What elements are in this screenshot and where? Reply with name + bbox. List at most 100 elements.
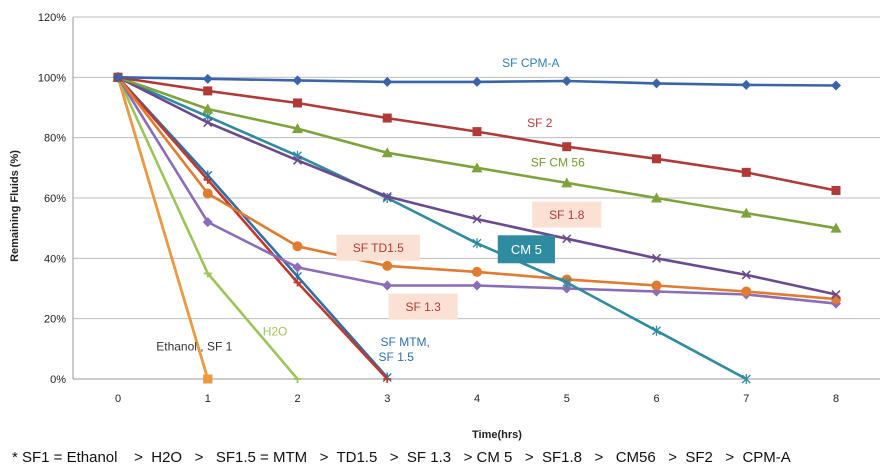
marker-x	[562, 234, 572, 244]
y-tick-label: 60%	[44, 193, 66, 205]
series-sf-cpm-a	[113, 72, 841, 91]
series-line	[117, 76, 837, 230]
marker-x	[203, 118, 213, 128]
footnote: * SF1 = Ethanol > H2O > SF1.5 = MTM > TD…	[12, 449, 791, 466]
x-tick-label: 8	[833, 393, 839, 405]
marker-x	[651, 253, 662, 263]
series-cm-5	[113, 72, 751, 384]
x-tick-label: 2	[294, 393, 300, 405]
marker-diamond	[741, 79, 752, 90]
marker-dash	[203, 272, 212, 278]
y-tick-label: 0%	[50, 374, 66, 386]
marker-circle	[741, 286, 752, 297]
series-sf-td1-5	[113, 72, 841, 305]
marker-diamond	[292, 75, 303, 86]
marker-dash	[293, 281, 302, 287]
marker-circle	[472, 266, 482, 277]
marker-diamond	[561, 283, 572, 294]
marker-dash	[293, 378, 302, 383]
series-line	[117, 76, 389, 379]
annotations: SF CPM-A SF 2 SF CM 56 SF 1.8 SF TD1.5 CM 5 SF…	[156, 56, 602, 364]
marker-square	[203, 86, 213, 96]
marker-star	[472, 238, 482, 249]
marker-diamond	[113, 72, 123, 83]
annotation-label: SF 1.8	[549, 208, 585, 222]
series-line	[117, 76, 747, 381]
y-tick-label: 100%	[38, 72, 66, 84]
annotation-box	[532, 201, 602, 228]
annotation-label: SF TD1.5	[353, 241, 404, 255]
annotation-box	[388, 293, 458, 320]
annotation-box	[497, 235, 555, 264]
marker-x	[292, 155, 303, 165]
annotation-label: SF 1.5	[379, 350, 415, 364]
x-axis-title: Time(hrs)	[472, 429, 522, 441]
annotation: CM 5	[497, 235, 555, 264]
series-line	[117, 76, 389, 380]
marker-diamond	[472, 280, 482, 291]
marker-star	[652, 325, 661, 336]
annotation-label: H2O	[263, 324, 288, 338]
marker-square	[741, 167, 751, 177]
series-lines	[112, 71, 842, 384]
x-tick-label: 7	[743, 393, 749, 405]
marker-triangle	[381, 147, 393, 158]
axes: 0% 20% 40% 60% 80% 100% 120% 0 1 2 3 4 5 6 7 8	[38, 12, 839, 405]
marker-circle	[651, 280, 662, 291]
marker-dash	[383, 378, 392, 383]
annotation: SF 1.5	[379, 350, 415, 364]
marker-triangle	[830, 222, 842, 233]
annotation-label: SF MTM,	[381, 335, 430, 349]
y-axis-title: Remaining Fluids (%)	[9, 150, 21, 262]
annotation: SF 2	[527, 116, 553, 130]
marker-square	[472, 127, 482, 137]
series-line	[117, 76, 837, 296]
marker-triangle	[471, 162, 483, 173]
annotation-box	[336, 234, 421, 261]
annotation: SF MTM,	[381, 335, 430, 349]
annotation-label: SF 1.3	[405, 300, 441, 314]
x-tick-label: 0	[115, 393, 121, 405]
marker-triangle	[292, 123, 303, 134]
x-tick-label: 3	[384, 393, 390, 405]
annotation: SF CM 56	[531, 155, 585, 169]
series-line	[116, 76, 210, 380]
annotation: SF 1.8	[532, 201, 602, 228]
annotation-label: CM 5	[511, 242, 542, 257]
marker-triangle	[561, 177, 573, 188]
marker-x	[741, 270, 751, 280]
annotation-label: SF CPM-A	[502, 56, 559, 70]
series-sf-1-8	[113, 72, 841, 300]
marker-x	[472, 214, 482, 224]
marker-star	[562, 277, 572, 288]
x-tick-label: 1	[205, 393, 211, 405]
annotation: SF 1.3	[388, 293, 458, 320]
y-tick-label: 40%	[44, 253, 66, 265]
marker-diamond	[651, 78, 662, 89]
annotation-label: SF 2	[527, 116, 553, 130]
marker-triangle	[202, 103, 214, 114]
marker-square	[203, 374, 213, 384]
y-tick-label: 20%	[44, 314, 66, 326]
series-line	[116, 76, 837, 301]
series-sf-2	[113, 72, 841, 195]
marker-circle	[202, 188, 213, 199]
annotation: SF CPM-A	[502, 56, 559, 70]
x-tick-label: 6	[653, 393, 659, 405]
annotation: H2O	[263, 324, 288, 338]
marker-dash	[203, 179, 212, 184]
marker-square	[831, 185, 841, 195]
marker-diamond	[202, 73, 213, 84]
marker-square	[562, 142, 572, 152]
annotation-label: SF CM 56	[531, 155, 585, 169]
marker-x	[382, 191, 392, 202]
marker-triangle	[740, 207, 752, 218]
annotation: SF TD1.5	[336, 234, 421, 261]
series-ethanol-sf-1	[113, 72, 213, 384]
marker-diamond	[202, 217, 213, 228]
marker-circle	[292, 241, 303, 252]
x-tick-label: 5	[564, 393, 570, 405]
marker-diamond	[382, 280, 393, 291]
annotation: Ethanol , SF 1	[156, 339, 232, 353]
